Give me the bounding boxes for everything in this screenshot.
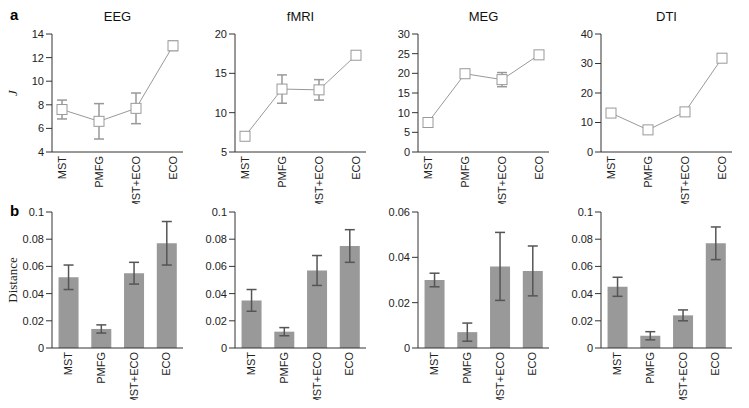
svg-text:0: 0: [587, 146, 593, 158]
svg-text:0.02: 0.02: [206, 315, 227, 327]
svg-text:20: 20: [215, 28, 227, 40]
svg-text:4: 4: [38, 146, 44, 158]
svg-text:0: 0: [221, 342, 227, 354]
svg-text:PMFG: PMFG: [278, 352, 290, 384]
svg-text:ECO: ECO: [160, 352, 172, 376]
svg-text:ECO: ECO: [526, 352, 538, 376]
svg-text:5: 5: [221, 146, 227, 158]
html-text:b: b: [10, 202, 20, 219]
svg-text:MST: MST: [428, 352, 440, 376]
svg-text:ECO: ECO: [716, 156, 728, 180]
html-text:a: a: [10, 6, 19, 23]
svg-text:MST: MST: [62, 352, 74, 376]
svg-text:0.04: 0.04: [572, 288, 593, 300]
svg-text:0.06: 0.06: [389, 206, 410, 218]
svg-text:6: 6: [38, 122, 44, 134]
svg-text:MST: MST: [245, 352, 257, 376]
svg-text:10: 10: [581, 116, 593, 128]
svg-text:30: 30: [581, 57, 593, 69]
svg-text:0.02: 0.02: [23, 315, 44, 327]
svg-text:PMFG: PMFG: [461, 352, 473, 384]
svg-text:MST+ECO: MST+ECO: [496, 156, 508, 204]
svg-text:0.06: 0.06: [572, 260, 593, 272]
svg-text:MST+ECO: MST+ECO: [313, 156, 325, 204]
svg-text:5: 5: [404, 126, 410, 138]
svg-text:15: 15: [398, 87, 410, 99]
svg-text:MST: MST: [56, 156, 68, 180]
svg-text:10: 10: [215, 107, 227, 119]
svg-text:12: 12: [32, 52, 44, 64]
svg-text:ECO: ECO: [343, 352, 355, 376]
svg-text:MST: MST: [422, 156, 434, 180]
svg-text:MST+ECO: MST+ECO: [677, 352, 689, 400]
svg-text:0.06: 0.06: [206, 260, 227, 272]
svg-text:ECO: ECO: [350, 156, 362, 180]
svg-text:8: 8: [38, 99, 44, 111]
svg-text:Distance: Distance: [8, 257, 20, 303]
svg-text:PMFG: PMFG: [459, 156, 471, 188]
svg-text:ECO: ECO: [533, 156, 545, 180]
svg-text:PMFG: PMFG: [642, 156, 654, 188]
svg-text:20: 20: [581, 87, 593, 99]
html-text:MEG: MEG: [468, 9, 499, 24]
html-text:fMRI: fMRI: [286, 9, 315, 24]
svg-text:PMFG: PMFG: [644, 352, 656, 384]
svg-text:10: 10: [398, 107, 410, 119]
svg-text:0.08: 0.08: [572, 233, 593, 245]
svg-text:PMFG: PMFG: [276, 156, 288, 188]
svg-text:25: 25: [398, 48, 410, 60]
svg-text:MST+ECO: MST+ECO: [311, 352, 323, 400]
svg-text:0: 0: [38, 342, 44, 354]
html-text:DTI: DTI: [656, 9, 677, 24]
svg-text:MST: MST: [611, 352, 623, 376]
svg-text:0.1: 0.1: [578, 206, 593, 218]
svg-text:0.08: 0.08: [23, 233, 44, 245]
svg-text:0.02: 0.02: [389, 297, 410, 309]
svg-text:PMFG: PMFG: [95, 352, 107, 384]
svg-text:MST+ECO: MST+ECO: [130, 156, 142, 204]
svg-text:0: 0: [404, 342, 410, 354]
svg-text:0: 0: [587, 342, 593, 354]
svg-text:MST: MST: [239, 156, 251, 180]
svg-text:0.1: 0.1: [29, 206, 44, 218]
svg-text:20: 20: [398, 67, 410, 79]
svg-text:0: 0: [404, 146, 410, 158]
svg-text:0.1: 0.1: [212, 206, 227, 218]
svg-text:0.08: 0.08: [206, 233, 227, 245]
svg-text:ECO: ECO: [167, 156, 179, 180]
svg-text:MST+ECO: MST+ECO: [494, 352, 506, 400]
svg-text:0.04: 0.04: [389, 251, 410, 263]
svg-text:ECO: ECO: [709, 352, 721, 376]
svg-text:MST+ECO: MST+ECO: [679, 156, 691, 204]
svg-text:0.02: 0.02: [572, 315, 593, 327]
svg-text:15: 15: [215, 67, 227, 79]
svg-text:10: 10: [32, 75, 44, 87]
svg-text:0.04: 0.04: [23, 288, 44, 300]
svg-text:0.04: 0.04: [206, 288, 227, 300]
svg-text:30: 30: [398, 28, 410, 40]
svg-text:14: 14: [32, 28, 44, 40]
html-text:EEG: EEG: [103, 9, 132, 24]
svg-text:MST: MST: [605, 156, 617, 180]
svg-text:40: 40: [581, 28, 593, 40]
svg-text:MST+ECO: MST+ECO: [128, 352, 140, 400]
svg-text:J: J: [8, 89, 20, 96]
svg-text:0.06: 0.06: [23, 260, 44, 272]
svg-text:PMFG: PMFG: [93, 156, 105, 188]
